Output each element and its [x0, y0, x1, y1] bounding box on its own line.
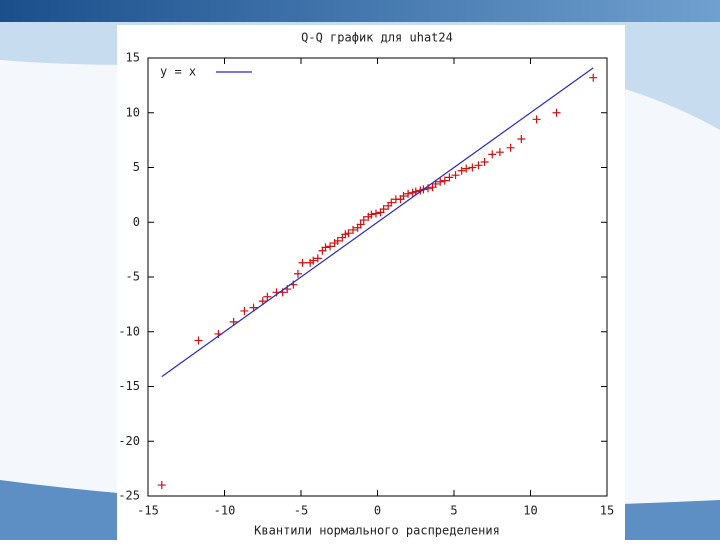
x-tick-label: -5 — [294, 504, 308, 518]
point — [474, 161, 483, 170]
point — [240, 306, 249, 315]
point — [157, 481, 166, 490]
y-tick-label: 10 — [126, 105, 140, 119]
point — [445, 173, 454, 182]
point — [462, 164, 471, 173]
x-tick-label: -10 — [214, 504, 236, 518]
point — [344, 229, 353, 238]
point — [404, 189, 413, 198]
point — [321, 243, 330, 252]
point — [589, 73, 598, 82]
y-tick-label: 15 — [126, 51, 140, 65]
point — [399, 191, 408, 200]
point — [367, 210, 376, 219]
chart-area — [117, 25, 625, 540]
reference-line — [161, 67, 594, 378]
slide-band — [0, 0, 720, 22]
point — [552, 108, 561, 117]
point — [480, 158, 489, 167]
chart-title: Q-Q график для uhat24 — [301, 31, 453, 45]
x-tick-label: 15 — [600, 504, 614, 518]
y-tick-label: -5 — [126, 270, 140, 284]
point — [451, 171, 460, 180]
point — [326, 242, 335, 251]
point — [436, 177, 445, 186]
point — [379, 205, 388, 214]
y-tick-label: 0 — [133, 215, 140, 229]
point — [263, 292, 272, 301]
x-tick-label: 10 — [523, 504, 537, 518]
point — [194, 336, 203, 345]
x-tick-label: 5 — [450, 504, 457, 518]
point — [371, 209, 380, 218]
point — [333, 236, 342, 245]
y-tick-label: 5 — [133, 160, 140, 174]
point — [293, 269, 302, 278]
point — [457, 166, 466, 175]
point — [532, 115, 541, 124]
point — [495, 148, 504, 157]
y-tick-label: -15 — [118, 379, 140, 393]
point — [387, 198, 396, 207]
y-tick-label: -25 — [118, 489, 140, 503]
point — [359, 216, 368, 225]
x-axis-label: Квантили нормального распределения — [254, 524, 500, 538]
legend-label: y = x — [160, 65, 196, 79]
point — [298, 258, 307, 267]
y-tick-label: -10 — [118, 324, 140, 338]
point — [468, 163, 477, 172]
point — [313, 254, 322, 263]
point — [440, 176, 449, 185]
point — [506, 143, 515, 152]
point — [356, 220, 365, 229]
point — [517, 135, 526, 144]
x-tick-label: 0 — [374, 504, 381, 518]
point — [309, 256, 318, 265]
x-tick-label: -15 — [137, 504, 159, 518]
y-tick-label: -20 — [118, 434, 140, 448]
point — [488, 150, 497, 159]
point — [349, 225, 358, 234]
